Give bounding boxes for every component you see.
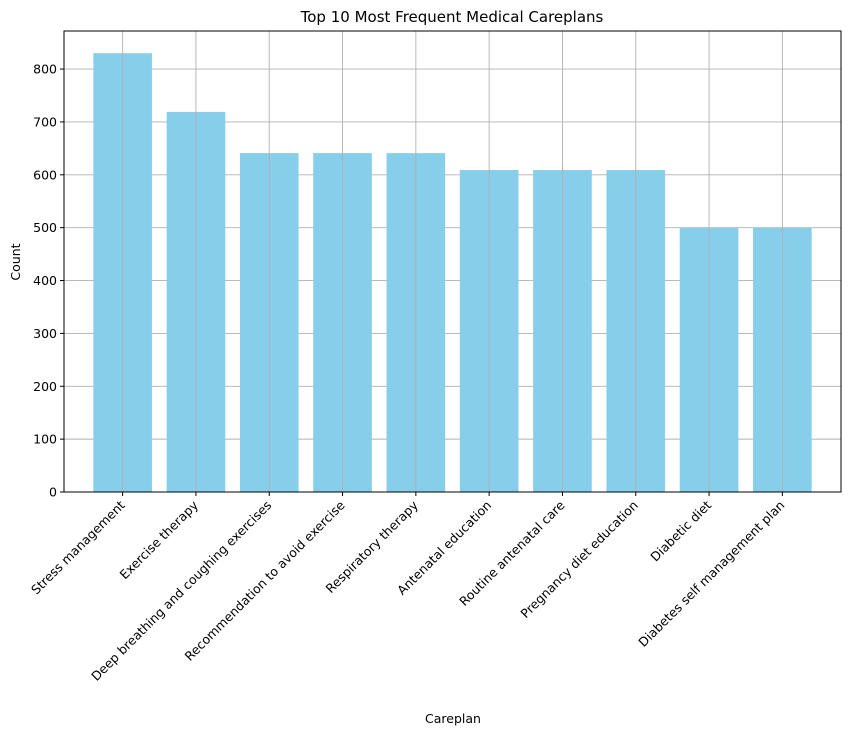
y-tick-label: 300	[33, 326, 57, 341]
y-axis-ticks: 0 100 200 300 400 500 600 700 800	[33, 62, 64, 500]
x-axis-label: Careplan	[425, 711, 481, 726]
y-tick-label: 700	[33, 114, 57, 129]
x-tick-label: Diabetes self management plan	[635, 498, 787, 650]
x-tick-label: Recommendation to avoid exercise	[181, 497, 347, 663]
x-tick-label: Exercise therapy	[116, 497, 201, 582]
y-tick-label: 400	[33, 273, 57, 288]
y-tick-label: 0	[49, 485, 57, 500]
y-tick-label: 200	[33, 379, 57, 394]
y-tick-label: 100	[33, 432, 57, 447]
y-axis-label: Count	[8, 243, 23, 280]
x-tick-label: Diabetic diet	[647, 497, 714, 564]
chart-title: Top 10 Most Frequent Medical Careplans	[300, 8, 604, 26]
y-tick-label: 500	[33, 220, 57, 235]
bars	[93, 53, 812, 492]
x-tick-label: Stress management	[28, 497, 128, 597]
plot-frame	[63, 30, 842, 493]
y-tick-label: 800	[33, 62, 57, 77]
vertical-grid-lines	[122, 31, 783, 492]
y-tick-label: 600	[33, 167, 57, 182]
x-tick-label: Pregnancy diet education	[517, 498, 640, 621]
